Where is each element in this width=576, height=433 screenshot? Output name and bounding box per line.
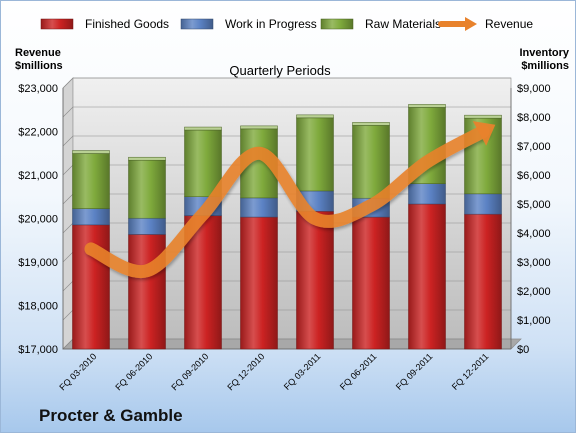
revenue-line xyxy=(84,125,490,279)
category-label: FQ 03-2010 xyxy=(57,351,98,392)
right-axis-title-line1: Inventory xyxy=(519,47,569,59)
bar-raw-materials xyxy=(72,153,110,209)
gridline-depth xyxy=(62,193,74,205)
left-tick-label: $22,000 xyxy=(18,127,58,139)
gridline-depth xyxy=(62,280,74,292)
category-label: FQ 12-2011 xyxy=(450,351,491,392)
bar-work-in-progress xyxy=(72,208,110,226)
gridline-depth xyxy=(62,251,74,263)
gridline-depth xyxy=(62,164,74,176)
gridline-depth xyxy=(62,77,74,89)
left-tick-label: $17,000 xyxy=(18,344,58,356)
bar-raw-materials xyxy=(184,129,222,197)
revenue-arrowhead xyxy=(472,121,496,146)
left-tick-label: $21,000 xyxy=(18,170,58,182)
right-tick-label: $9,000 xyxy=(517,83,551,95)
plot-side-wall xyxy=(62,77,74,350)
bar-top-cap xyxy=(72,150,110,154)
right-tick-label: $7,000 xyxy=(517,141,551,153)
legend-label-revenue: Revenue xyxy=(485,17,533,31)
bar-finished-goods xyxy=(352,216,390,350)
gridline-depth xyxy=(62,309,74,321)
legend-arrow-revenue xyxy=(465,17,477,31)
legend-label-finished-goods: Finished Goods xyxy=(85,17,169,31)
left-tick-label: $18,000 xyxy=(18,301,58,313)
company-name: Procter & Gamble xyxy=(39,406,183,425)
category-label: FQ 06-2010 xyxy=(113,351,154,392)
right-tick-label: $3,000 xyxy=(517,257,551,269)
legend-label-raw-materials: Raw Materials xyxy=(365,17,441,31)
bar-finished-goods xyxy=(240,216,278,350)
bar-top-cap xyxy=(464,114,502,119)
bar-work-in-progress xyxy=(240,197,278,218)
bar-work-in-progress xyxy=(464,193,502,215)
category-label: FQ 06-2011 xyxy=(338,351,379,392)
right-axis-title: Inventory $millions xyxy=(519,47,569,73)
bar-finished-goods xyxy=(408,203,446,350)
category-label: FQ 12-2010 xyxy=(225,351,266,392)
bar-raw-materials xyxy=(352,125,390,199)
bar-finished-goods xyxy=(464,213,502,350)
bar-finished-goods xyxy=(296,211,334,350)
bar-raw-materials xyxy=(296,117,334,192)
gridline-depth xyxy=(62,106,74,118)
bar-top-cap xyxy=(408,104,446,108)
right-tick-label: $6,000 xyxy=(517,170,551,182)
bar-top-cap xyxy=(240,125,278,130)
bar-finished-goods xyxy=(128,234,166,350)
left-tick-label: $19,000 xyxy=(18,257,58,269)
category-label: FQ 09-2010 xyxy=(169,351,210,392)
bar-top-cap xyxy=(352,122,390,126)
left-tick-label: $23,000 xyxy=(18,83,58,95)
right-tick-label: $1,000 xyxy=(517,315,551,327)
category-label: FQ 09-2011 xyxy=(394,351,435,392)
bar-work-in-progress xyxy=(128,217,166,235)
right-tick-label: $2,000 xyxy=(517,286,551,298)
legend-label-work-in-progress: Work in Progress xyxy=(225,17,317,31)
chart-subtitle: Quarterly Periods xyxy=(229,63,331,78)
right-tick-label: $8,000 xyxy=(517,112,551,124)
legend-swatch-raw-materials xyxy=(320,18,354,30)
left-axis-title-line1: Revenue xyxy=(15,47,61,59)
right-tick-label: $5,000 xyxy=(517,199,551,211)
left-tick-label: $20,000 xyxy=(18,214,58,226)
right-axis-title-line2: $millions xyxy=(521,60,569,72)
left-axis-title-line2: $millions xyxy=(15,60,63,72)
bar-top-cap xyxy=(184,126,222,131)
gridline-depth xyxy=(62,135,74,147)
bar-work-in-progress xyxy=(408,183,446,205)
legend-swatch-work-in-progress xyxy=(180,18,214,30)
category-label: FQ 03-2011 xyxy=(282,351,323,392)
legend-swatch-finished-goods xyxy=(40,18,74,30)
gridline-depth xyxy=(62,222,74,234)
gridline-depth xyxy=(62,338,74,350)
bar-top-cap xyxy=(128,156,166,161)
right-tick-label: $4,000 xyxy=(517,228,551,240)
bar-top-cap xyxy=(296,114,334,119)
bar-raw-materials xyxy=(128,159,166,219)
right-tick-label: $0 xyxy=(517,344,529,356)
left-axis-title: Revenue $millions xyxy=(15,47,63,73)
